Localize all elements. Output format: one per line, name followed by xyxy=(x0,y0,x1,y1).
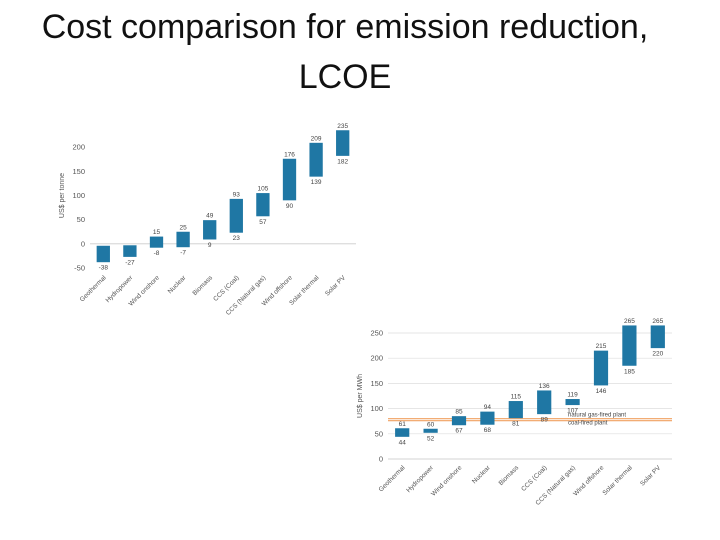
y-axis-label: US$ per tonne xyxy=(59,173,66,218)
bar-low-label: 52 xyxy=(427,435,435,442)
bar-high-label: 15 xyxy=(153,229,161,236)
bar-low-label: -38 xyxy=(99,265,109,272)
bar-low-label: 67 xyxy=(455,428,463,435)
bar xyxy=(480,411,495,425)
bar-high-label: 61 xyxy=(399,421,407,428)
bar xyxy=(96,245,110,263)
y-tick-label: 50 xyxy=(375,429,383,438)
bar-high-label: 94 xyxy=(484,404,492,411)
bar-high-label: 215 xyxy=(596,343,607,350)
slide-title: Cost comparison for emission reduction, … xyxy=(0,2,690,102)
bar-high-label: 176 xyxy=(284,151,295,158)
bar-low-label: 182 xyxy=(337,158,348,165)
bar-high-label: 209 xyxy=(311,135,322,142)
category-label: Nuclear xyxy=(167,274,188,295)
bar-high-label: 105 xyxy=(257,186,268,193)
chart-cost-per-tonne: US$ per tonne-50050100150200-38Geotherma… xyxy=(59,123,356,317)
bar-low-label: 185 xyxy=(624,368,635,375)
bar-low-label: 68 xyxy=(484,427,492,434)
bar-high-label: 25 xyxy=(179,224,187,231)
category-label: CCS (Coal) xyxy=(212,274,240,302)
bar xyxy=(593,350,609,386)
bar-low-label: 57 xyxy=(259,219,267,226)
bar-low-label: 139 xyxy=(311,179,322,186)
bar-low-label: -7 xyxy=(180,250,186,257)
bar xyxy=(203,220,217,240)
bar-high-label: 265 xyxy=(624,318,635,325)
bar-high-label: 136 xyxy=(539,383,550,390)
chart-cost-per-mwh: US$ per MWh 0 50 100 150 200 250 natural gas-fi… xyxy=(357,318,672,507)
y-tick-label: 0 xyxy=(81,239,85,248)
y-tick-label: 100 xyxy=(72,191,85,200)
bar-high-label: 115 xyxy=(511,394,522,401)
bar-high-label: 60 xyxy=(427,421,435,428)
y-tick-label: 50 xyxy=(77,215,85,224)
bar-low-label: 9 xyxy=(208,242,212,249)
bar-low-label: -8 xyxy=(154,250,160,257)
category-label: Geothermal xyxy=(378,464,407,493)
category-label: Biomass xyxy=(498,464,521,487)
y-tick-label: 200 xyxy=(72,143,85,152)
y-tick-label: -50 xyxy=(74,264,85,273)
category-label: Solar thermal xyxy=(602,464,635,497)
bar xyxy=(149,236,164,248)
y-axis-label: US$ per MWh xyxy=(357,374,364,418)
y-tick-label: 150 xyxy=(370,379,383,388)
category-label: Solar PV xyxy=(324,274,348,298)
y-tick-label: 0 xyxy=(379,455,383,464)
bar xyxy=(336,130,350,156)
bar-low-label: 107 xyxy=(567,408,578,415)
bar xyxy=(176,231,190,248)
bar-high-label: 235 xyxy=(337,123,348,130)
y-tick-label: 150 xyxy=(72,167,85,176)
category-label: Hydropower xyxy=(405,464,435,494)
bar-low-label: 44 xyxy=(399,439,407,446)
slide-title-line-2: LCOE xyxy=(298,58,392,96)
bar xyxy=(256,193,270,217)
category-label: Wind offshore xyxy=(572,464,605,497)
y-tick-label: 250 xyxy=(370,329,383,338)
bar xyxy=(123,245,137,257)
bar xyxy=(229,198,243,233)
bar-low-label: 23 xyxy=(233,235,241,242)
bar xyxy=(537,390,552,415)
category-label: CCS (Coal) xyxy=(520,464,548,492)
bar-low-label: 90 xyxy=(286,203,294,210)
bar xyxy=(309,142,323,177)
bar xyxy=(508,401,523,419)
bar-high-label: 85 xyxy=(455,409,463,416)
bar xyxy=(282,158,297,201)
category-label: Solar PV xyxy=(639,464,663,488)
bar-low-label: -27 xyxy=(125,259,135,266)
y-tick-label: 200 xyxy=(370,354,383,363)
bar-high-label: 119 xyxy=(567,392,578,399)
bar-high-label: 49 xyxy=(206,213,214,220)
bar-high-label: 93 xyxy=(233,191,241,198)
y-tick-label: 100 xyxy=(370,404,383,413)
reference-line-label: natural gas-fired plant xyxy=(568,413,626,419)
bar xyxy=(565,399,580,406)
bar-low-label: 146 xyxy=(596,388,607,395)
bar-low-label: 220 xyxy=(652,351,663,358)
category-label: Wind onshore xyxy=(430,464,464,498)
category-label: Nuclear xyxy=(471,464,492,485)
category-label: Biomass xyxy=(192,274,215,297)
slide-title-line-1: Cost comparison for emission reduction, xyxy=(41,8,649,46)
bar xyxy=(451,416,467,426)
bar xyxy=(622,325,637,366)
bar xyxy=(650,325,665,349)
bar xyxy=(423,428,438,433)
bar-high-label: 265 xyxy=(652,318,663,325)
bar xyxy=(395,428,410,437)
bar-low-label: 81 xyxy=(512,421,520,428)
bar-low-label: 89 xyxy=(541,417,549,424)
reference-line-label: coal-fired plant xyxy=(568,421,608,427)
